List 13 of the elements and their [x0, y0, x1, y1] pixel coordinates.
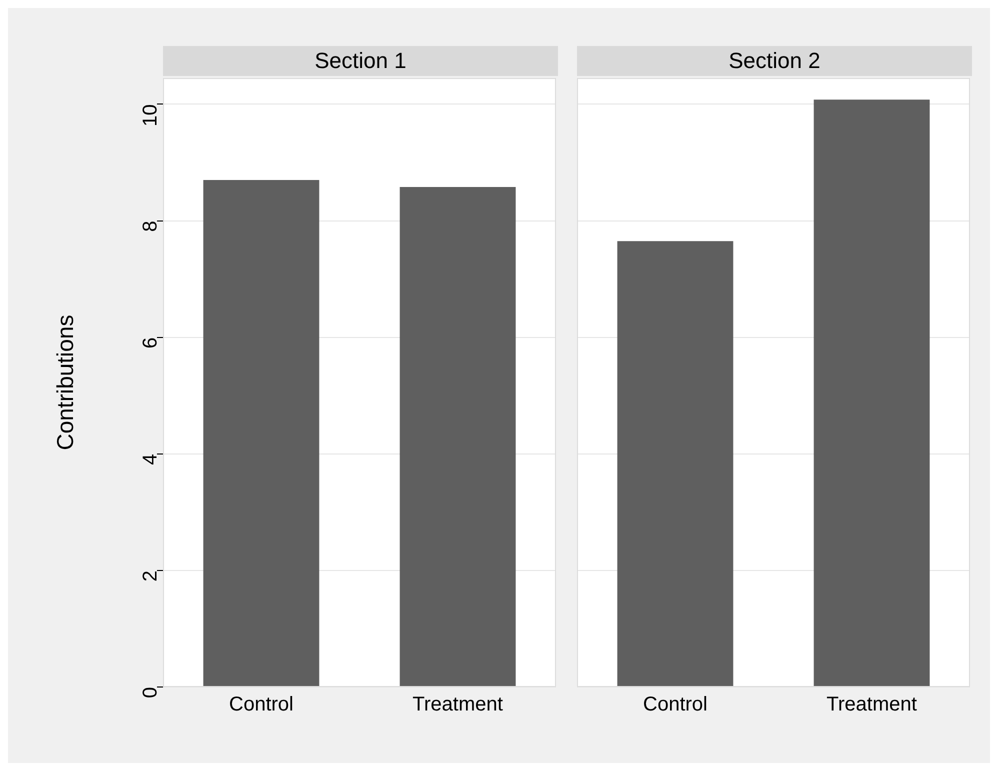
y-axis-title: Contributions — [52, 314, 78, 450]
y-tick-label: 0 — [140, 687, 162, 698]
x-tick-label: Treatment — [826, 694, 918, 716]
x-tick-label: Control — [229, 694, 294, 716]
y-tick-label: 8 — [140, 220, 162, 232]
x-tick-label: Control — [643, 694, 708, 716]
y-tick-label: 10 — [140, 104, 162, 126]
y-tick-label: 2 — [140, 570, 162, 582]
chart-title: Section 1 — [163, 46, 558, 76]
chart-title: Section 2 — [577, 46, 972, 76]
y-tick-label: 4 — [140, 454, 162, 466]
y-tick-label: 6 — [140, 337, 162, 348]
x-tick-label: Treatment — [412, 694, 504, 716]
